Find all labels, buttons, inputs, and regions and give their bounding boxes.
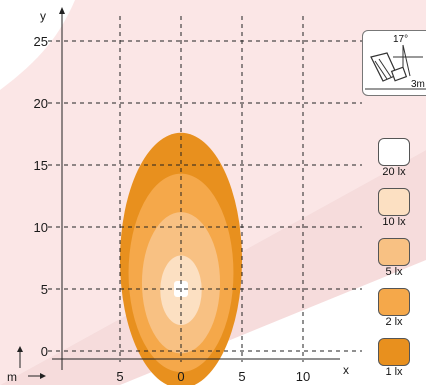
mount-diagram: 17° 3m xyxy=(362,30,426,96)
y-tick-label: 15 xyxy=(34,158,48,173)
tilt-angle-label: 17° xyxy=(393,34,409,45)
y-tick-label: 10 xyxy=(34,220,48,235)
x-tick-label: 0 xyxy=(177,369,184,384)
tick-labels: 0 5 10 15 20 25 5 0 5 10 y x m xyxy=(7,9,349,384)
legend-label: 20 lx xyxy=(382,166,406,178)
grid-lines xyxy=(48,16,362,362)
y-axis-arrow xyxy=(59,7,65,14)
x-tick-label: 5 xyxy=(238,369,245,384)
legend-item: 10 lx xyxy=(374,188,414,228)
y-tick-label: 0 xyxy=(41,344,48,359)
mount-height-label: 3m xyxy=(411,79,425,90)
unit-label: m xyxy=(7,370,17,384)
legend-label: 2 lx xyxy=(385,316,403,328)
lamp-tilt-icon xyxy=(365,44,426,90)
y-axis-label: y xyxy=(40,9,46,23)
y-tick-label: 25 xyxy=(34,34,48,49)
x-tick-label: 10 xyxy=(296,369,310,384)
m-right-arrowhead xyxy=(40,373,46,379)
legend-item: 1 lx xyxy=(374,338,414,378)
x-axis-label: x xyxy=(343,363,349,377)
legend-swatch xyxy=(378,138,410,166)
legend-swatch xyxy=(378,338,410,366)
legend-label: 1 lx xyxy=(385,366,403,378)
y-tick-label: 20 xyxy=(34,96,48,111)
axes xyxy=(17,7,340,379)
legend-item: 20 lx xyxy=(374,138,414,178)
legend-label: 5 lx xyxy=(385,266,403,278)
legend-swatch xyxy=(378,238,410,266)
legend-swatch xyxy=(378,188,410,216)
legend-item: 5 lx xyxy=(374,238,414,278)
legend-label: 10 lx xyxy=(382,216,406,228)
legend-swatch xyxy=(378,288,410,316)
m-up-arrowhead xyxy=(17,346,23,352)
x-tick-label: 5 xyxy=(116,369,123,384)
y-tick-label: 5 xyxy=(41,282,48,297)
legend-item: 2 lx xyxy=(374,288,414,328)
